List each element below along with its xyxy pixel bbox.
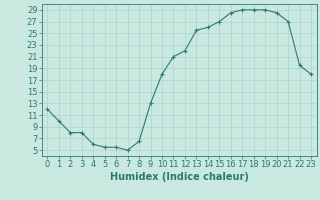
X-axis label: Humidex (Indice chaleur): Humidex (Indice chaleur) [110,172,249,182]
